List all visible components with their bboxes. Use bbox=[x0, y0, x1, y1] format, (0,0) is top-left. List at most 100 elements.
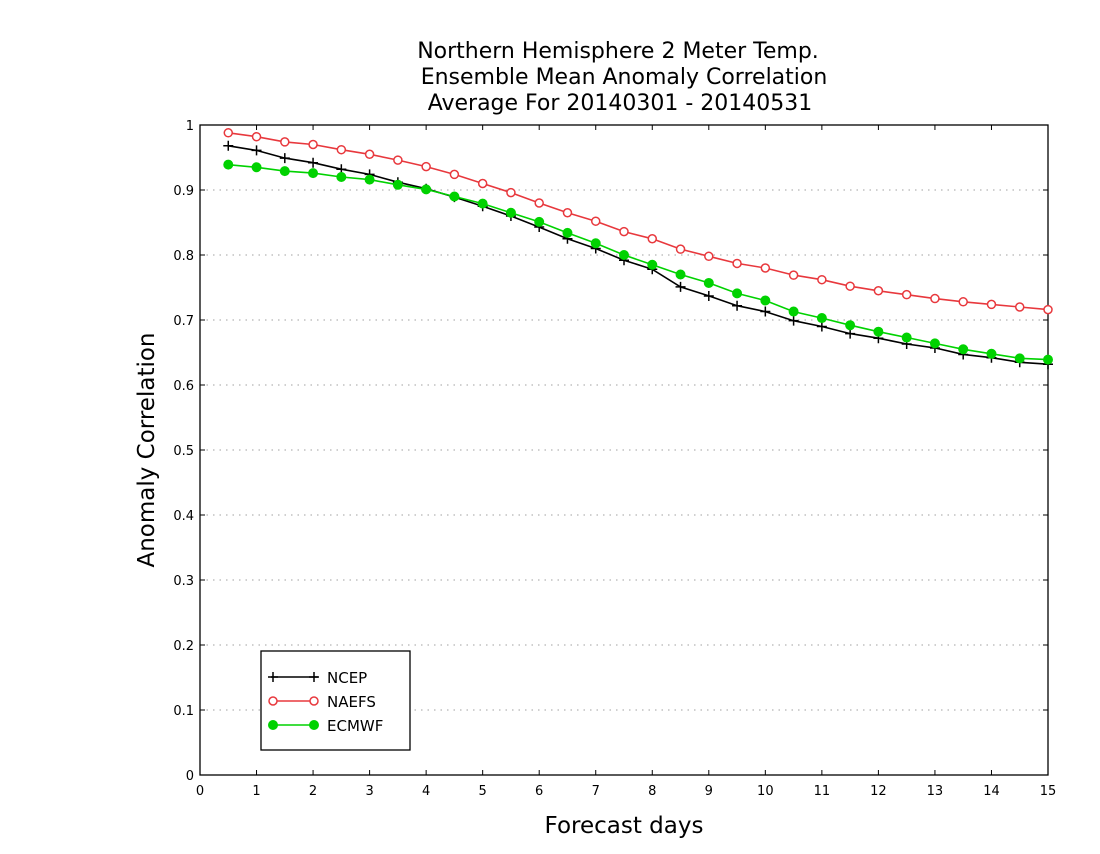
x-tick-label: 2 bbox=[309, 784, 317, 799]
naefs-point bbox=[732, 258, 742, 269]
naefs-point bbox=[760, 263, 771, 273]
y-tick-label: 0.3 bbox=[173, 574, 194, 589]
ecmwf-line bbox=[228, 163, 1049, 361]
naefs-point bbox=[817, 274, 827, 285]
naefs-point bbox=[308, 139, 318, 150]
y-axis-title: Anomaly Correlation bbox=[134, 332, 160, 567]
title-line-2: Ensemble Mean Anomaly Correlation bbox=[421, 65, 828, 90]
naefs-point bbox=[1043, 304, 1053, 315]
legend-marker-ncep bbox=[309, 672, 319, 682]
naefs-point bbox=[930, 293, 940, 304]
ecmwf-point bbox=[732, 288, 743, 299]
legend-marker-naefs bbox=[268, 696, 278, 706]
ecmwf-point bbox=[590, 238, 601, 249]
naefs-point bbox=[562, 208, 573, 218]
x-tick-label: 6 bbox=[535, 784, 543, 799]
naefs-point bbox=[704, 251, 714, 262]
ecmwf-point bbox=[336, 172, 347, 182]
y-tick-label: 0.1 bbox=[173, 704, 194, 719]
naefs-point bbox=[873, 286, 884, 296]
ecmwf-point bbox=[845, 320, 856, 331]
y-tick-label: 1 bbox=[186, 119, 194, 134]
naefs-point bbox=[477, 178, 488, 189]
ncep-point bbox=[675, 281, 686, 292]
naefs-line bbox=[228, 132, 1049, 311]
ecmwf-point bbox=[619, 250, 629, 260]
naefs-point bbox=[675, 244, 686, 254]
x-tick-label: 10 bbox=[757, 784, 774, 799]
x-tick-label: 0 bbox=[196, 784, 204, 799]
ecmwf-point bbox=[929, 338, 940, 349]
naefs-point bbox=[958, 297, 968, 307]
naefs-point bbox=[534, 198, 544, 208]
x-tick-label: 11 bbox=[814, 784, 831, 799]
ncep-point bbox=[279, 153, 290, 164]
naefs-point bbox=[1014, 302, 1025, 312]
ncep-point bbox=[308, 157, 319, 168]
legend-marker-ecmwf bbox=[309, 720, 319, 730]
naefs-point bbox=[590, 216, 601, 226]
x-tick-label: 5 bbox=[479, 784, 487, 799]
naefs-point bbox=[223, 128, 234, 138]
ecmwf-point bbox=[816, 313, 827, 324]
ncep-point bbox=[732, 300, 743, 311]
y-axis-ticks: 0 0.1 0.2 0.3 0.4 0.5 0.6 0.7 0.8 0.9 1 bbox=[173, 119, 1048, 784]
data-series bbox=[223, 128, 1053, 370]
x-axis-title: Forecast days bbox=[545, 813, 704, 839]
legend-label-ncep: NCEP bbox=[327, 669, 367, 687]
naefs-point bbox=[251, 131, 262, 142]
naefs-point bbox=[901, 289, 912, 300]
ecmwf-point bbox=[421, 184, 432, 195]
naefs-point bbox=[845, 281, 855, 291]
ncep-point bbox=[251, 145, 262, 156]
ecmwf-point bbox=[364, 174, 375, 185]
naefs-point bbox=[421, 161, 431, 172]
y-tick-label: 0.6 bbox=[173, 379, 194, 394]
ecmwf-point bbox=[873, 326, 884, 337]
y-tick-label: 0.2 bbox=[173, 639, 194, 654]
x-tick-label: 3 bbox=[365, 784, 373, 799]
y-tick-label: 0.5 bbox=[173, 444, 194, 459]
ecmwf-point bbox=[958, 344, 969, 355]
ecmwf-point bbox=[505, 207, 516, 218]
legend-marker-ncep bbox=[268, 672, 278, 682]
y-tick-label: 0.9 bbox=[173, 184, 194, 199]
legend-marker-naefs bbox=[309, 696, 319, 706]
naefs-point bbox=[788, 270, 799, 280]
ecmwf-point bbox=[1043, 354, 1053, 365]
series-naefs bbox=[223, 128, 1053, 315]
ecmwf-point bbox=[788, 306, 799, 317]
ecmwf-point bbox=[986, 348, 997, 359]
x-tick-label: 4 bbox=[422, 784, 430, 799]
ecmwf-point bbox=[760, 295, 771, 306]
ecmwf-point bbox=[901, 332, 912, 343]
ecmwf-point bbox=[703, 277, 714, 288]
legend: NCEP NAEFS ECMWF bbox=[260, 650, 411, 751]
ecmwf-point bbox=[279, 166, 290, 177]
naefs-point bbox=[619, 226, 629, 237]
naefs-point bbox=[647, 234, 658, 244]
ecmwf-point bbox=[534, 216, 545, 227]
ncep-point bbox=[816, 321, 827, 332]
x-tick-label: 15 bbox=[1040, 784, 1057, 799]
ncep-point bbox=[845, 328, 856, 339]
ecmwf-point bbox=[308, 168, 319, 179]
ecmwf-point bbox=[392, 179, 403, 190]
ecmwf-point bbox=[1014, 353, 1025, 364]
y-tick-label: 0.7 bbox=[173, 314, 194, 329]
x-tick-label: 9 bbox=[705, 784, 713, 799]
ecmwf-point bbox=[449, 191, 460, 202]
y-tick-label: 0.4 bbox=[173, 509, 194, 524]
title-line-3: Average For 20140301 - 20140531 bbox=[428, 91, 813, 116]
x-axis-ticks: 0 1 2 3 4 5 6 7 8 9 10 11 12 13 14 15 bbox=[196, 125, 1056, 799]
ecmwf-point bbox=[647, 259, 658, 270]
y-tick-label: 0 bbox=[186, 769, 194, 784]
x-tick-label: 12 bbox=[870, 784, 887, 799]
naefs-point bbox=[986, 299, 997, 310]
naefs-point bbox=[449, 169, 460, 180]
ecmwf-point bbox=[223, 159, 234, 170]
ncep-point bbox=[760, 306, 771, 317]
y-tick-label: 0.8 bbox=[173, 249, 194, 264]
